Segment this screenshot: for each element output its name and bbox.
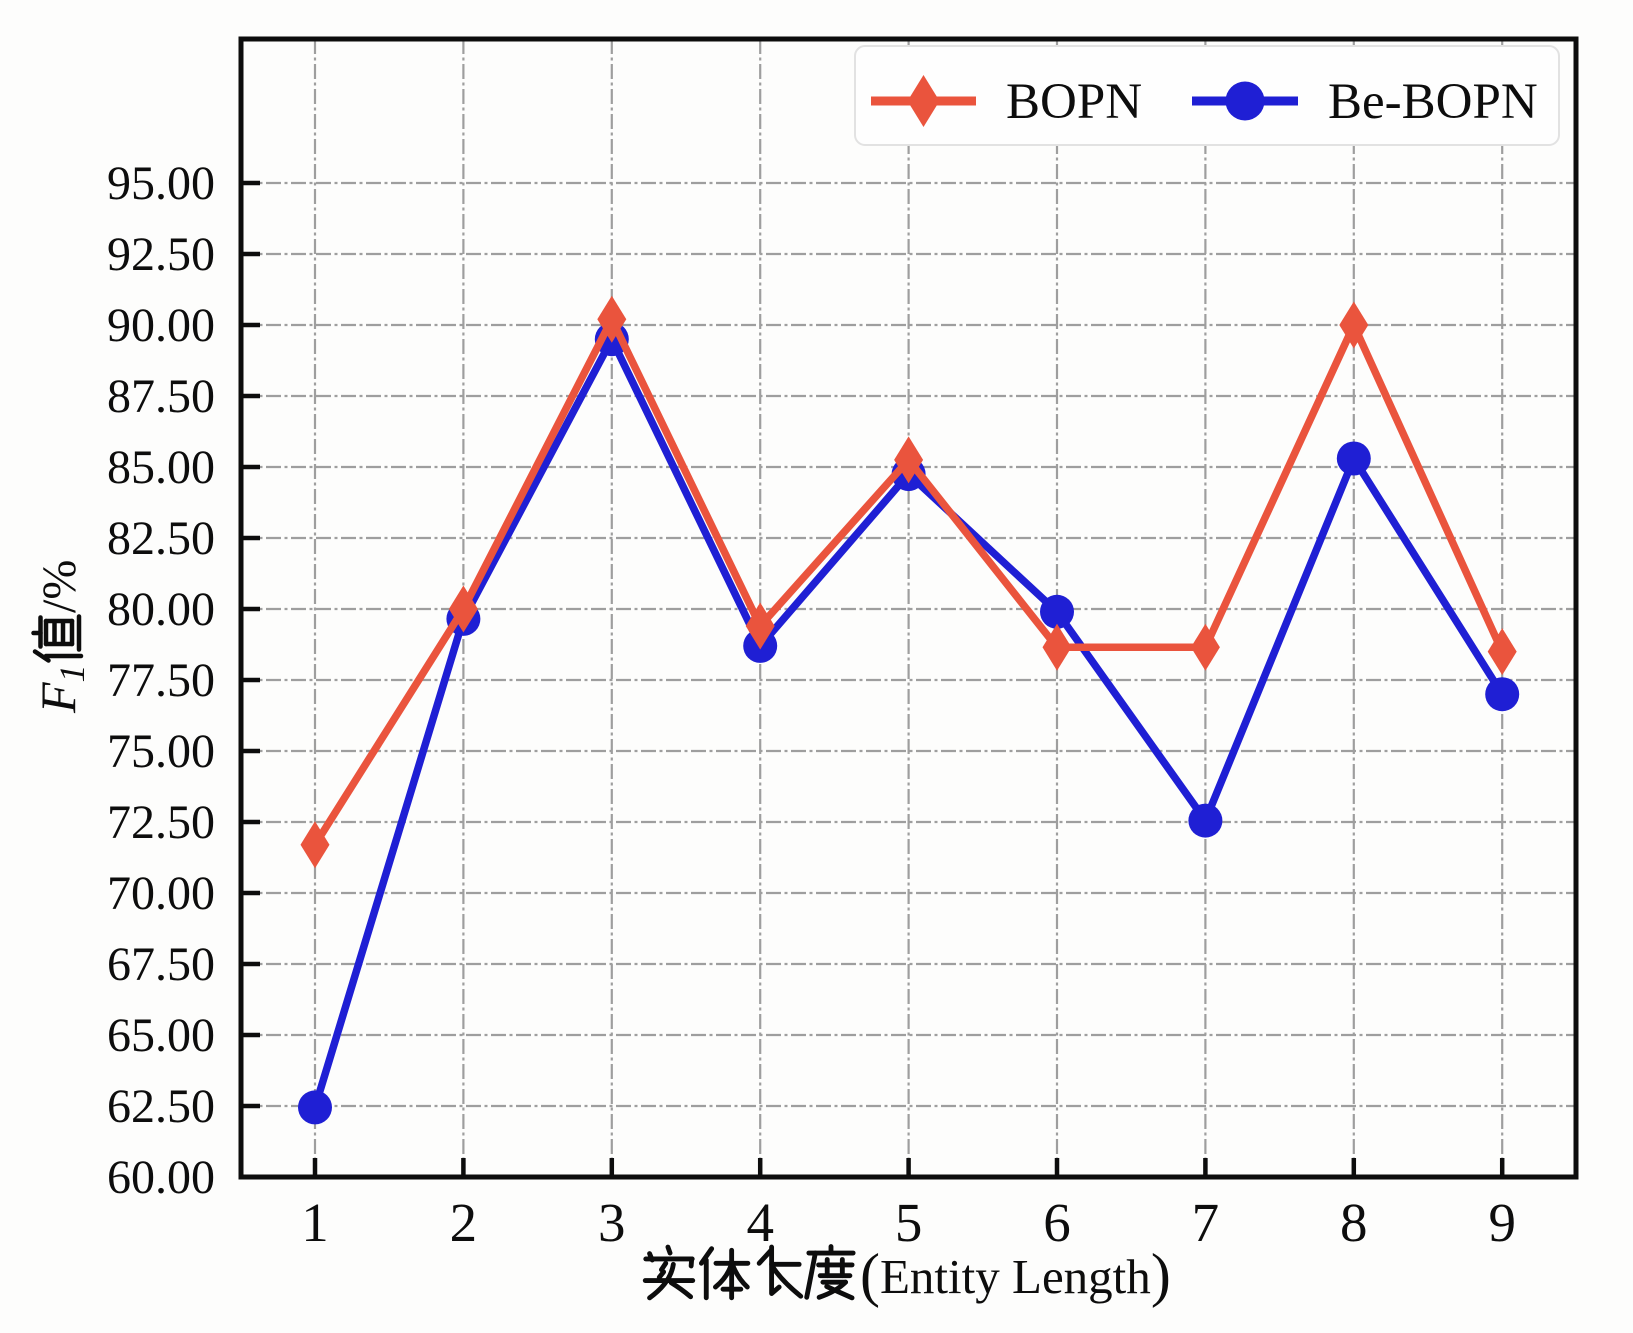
svg-text:85.00: 85.00 (107, 441, 215, 494)
svg-text:60.00: 60.00 (107, 1151, 215, 1204)
svg-text:9: 9 (1488, 1192, 1516, 1253)
svg-text:65.00: 65.00 (107, 1009, 215, 1062)
svg-text:80.00: 80.00 (107, 583, 215, 636)
svg-text:8: 8 (1340, 1192, 1368, 1253)
svg-text:7: 7 (1192, 1192, 1220, 1253)
svg-text:62.50: 62.50 (107, 1080, 215, 1133)
svg-text:95.00: 95.00 (107, 157, 215, 210)
svg-text:BOPN: BOPN (1006, 74, 1142, 130)
svg-text:/%: /% (33, 560, 86, 613)
svg-text:5: 5 (895, 1192, 923, 1253)
svg-text:3: 3 (598, 1192, 626, 1253)
svg-text:Be-BOPN: Be-BOPN (1328, 74, 1538, 130)
svg-text:90.00: 90.00 (107, 299, 215, 352)
svg-text:75.00: 75.00 (107, 725, 215, 778)
svg-text:77.50: 77.50 (107, 654, 215, 707)
svg-text:6: 6 (1043, 1192, 1071, 1253)
svg-text:4: 4 (746, 1192, 774, 1253)
svg-text:67.50: 67.50 (107, 938, 215, 991)
svg-text:72.50: 72.50 (107, 796, 215, 849)
svg-text:92.50: 92.50 (107, 228, 215, 281)
svg-text:70.00: 70.00 (107, 867, 215, 920)
svg-text:(Entity Length): (Entity Length) (860, 1242, 1171, 1308)
svg-text:82.50: 82.50 (107, 512, 215, 565)
svg-text:1: 1 (301, 1192, 329, 1253)
svg-text:2: 2 (450, 1192, 478, 1253)
svg-text:87.50: 87.50 (107, 370, 215, 423)
